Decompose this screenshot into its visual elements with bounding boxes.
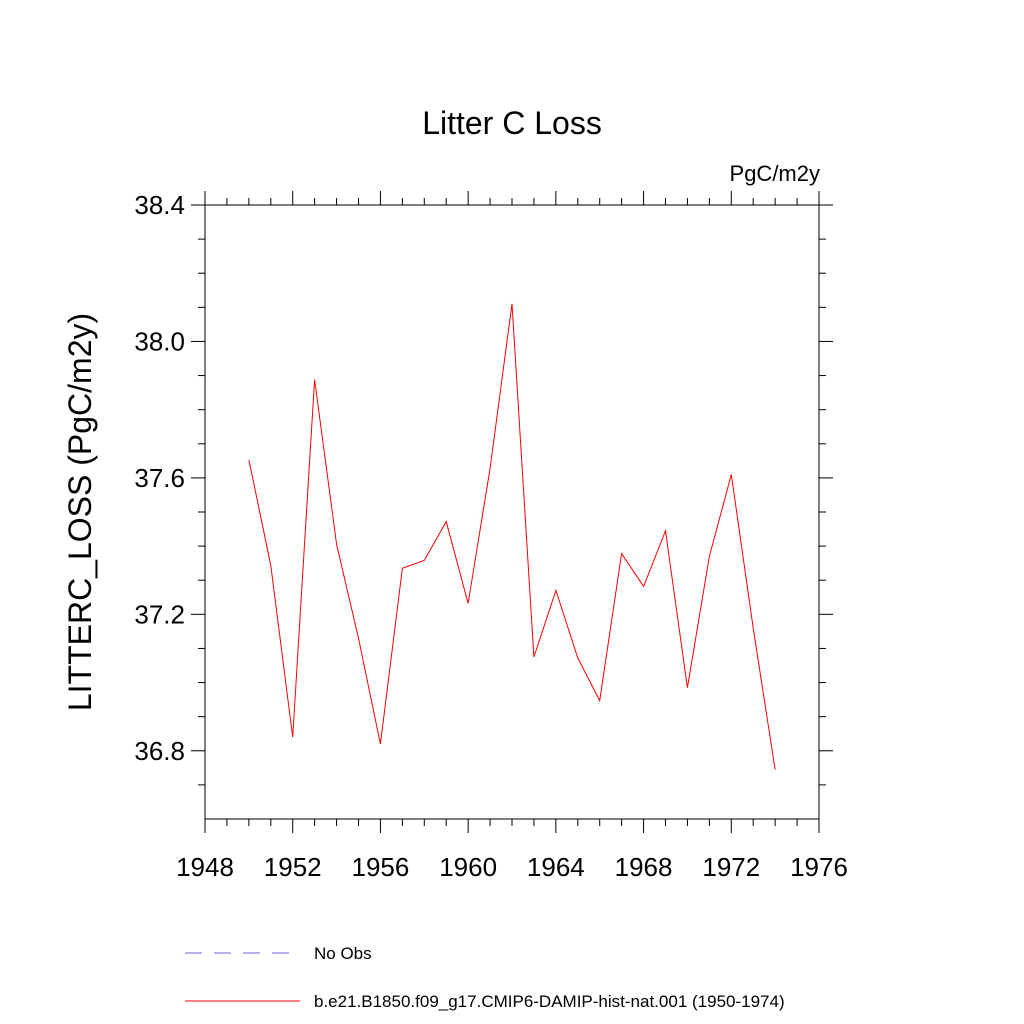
series-layer: [248, 303, 776, 770]
x-tick-label: 1972: [702, 852, 760, 882]
x-tick-label: 1956: [352, 852, 410, 882]
x-tick-label: 1948: [176, 852, 234, 882]
y-tick-label: 37.6: [134, 463, 185, 493]
y-tick-label: 38.4: [134, 190, 185, 220]
legend-label: No Obs: [314, 944, 372, 963]
y-tick-label: 38.0: [134, 326, 185, 356]
y-tick-labels: 36.8 37.2 37.6 38.0 38.4: [134, 190, 185, 766]
x-tick-label: 1952: [264, 852, 322, 882]
x-tick-label: 1964: [527, 852, 585, 882]
axis-ticks: [191, 191, 833, 833]
x-tick-label: 1968: [615, 852, 673, 882]
y-tick-label: 37.2: [134, 599, 185, 629]
chart-title: Litter C Loss: [422, 105, 602, 141]
x-tick-label: 1976: [790, 852, 848, 882]
plot-frame: [204, 204, 820, 820]
y-axis-label: LITTERC_LOSS (PgC/m2y): [62, 313, 98, 711]
legend: No Obs b.e21.B1850.f09_g17.CMIP6-DAMIP-hi…: [185, 944, 785, 1011]
units-label: PgC/m2y: [730, 161, 820, 186]
y-tick-label: 36.8: [134, 736, 185, 766]
x-tick-labels: 1948 1952 1956 1960 1964 1968 1972 1976: [176, 852, 848, 882]
x-tick-label: 1960: [439, 852, 497, 882]
series-line: [248, 303, 776, 770]
legend-label: b.e21.B1850.f09_g17.CMIP6-DAMIP-hist-nat…: [314, 992, 785, 1011]
